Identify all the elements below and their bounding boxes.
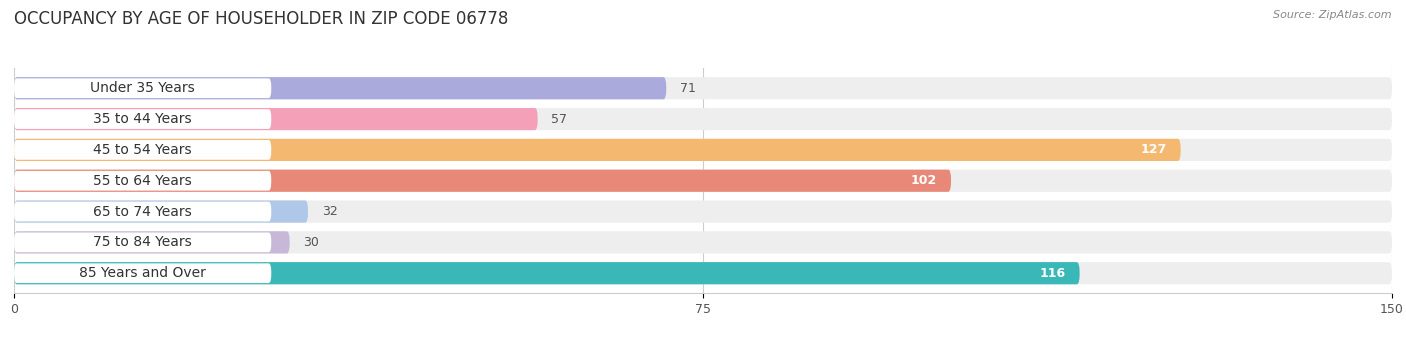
Text: 57: 57	[551, 113, 568, 125]
FancyBboxPatch shape	[14, 169, 950, 192]
FancyBboxPatch shape	[14, 77, 1392, 99]
FancyBboxPatch shape	[14, 139, 1392, 161]
Text: 102: 102	[911, 174, 938, 187]
Text: 127: 127	[1140, 144, 1167, 157]
FancyBboxPatch shape	[14, 262, 1080, 284]
FancyBboxPatch shape	[14, 171, 271, 191]
FancyBboxPatch shape	[14, 201, 308, 223]
FancyBboxPatch shape	[14, 263, 271, 283]
FancyBboxPatch shape	[14, 77, 666, 99]
Text: 71: 71	[681, 82, 696, 95]
Text: 32: 32	[322, 205, 337, 218]
Text: 45 to 54 Years: 45 to 54 Years	[93, 143, 193, 157]
FancyBboxPatch shape	[14, 108, 1392, 130]
FancyBboxPatch shape	[14, 139, 1181, 161]
FancyBboxPatch shape	[14, 231, 290, 253]
FancyBboxPatch shape	[14, 201, 1392, 223]
Text: 116: 116	[1039, 267, 1066, 280]
Text: 65 to 74 Years: 65 to 74 Years	[93, 205, 193, 219]
Text: 85 Years and Over: 85 Years and Over	[79, 266, 207, 280]
FancyBboxPatch shape	[14, 109, 271, 129]
Text: Under 35 Years: Under 35 Years	[90, 81, 195, 95]
FancyBboxPatch shape	[14, 231, 1392, 253]
FancyBboxPatch shape	[14, 262, 1392, 284]
FancyBboxPatch shape	[14, 202, 271, 221]
Text: Source: ZipAtlas.com: Source: ZipAtlas.com	[1274, 10, 1392, 20]
Text: 35 to 44 Years: 35 to 44 Years	[93, 112, 193, 126]
FancyBboxPatch shape	[14, 78, 271, 98]
FancyBboxPatch shape	[14, 108, 537, 130]
Text: OCCUPANCY BY AGE OF HOUSEHOLDER IN ZIP CODE 06778: OCCUPANCY BY AGE OF HOUSEHOLDER IN ZIP C…	[14, 10, 509, 28]
FancyBboxPatch shape	[14, 169, 1392, 192]
FancyBboxPatch shape	[14, 233, 271, 252]
Text: 75 to 84 Years: 75 to 84 Years	[93, 235, 193, 249]
FancyBboxPatch shape	[14, 140, 271, 160]
Text: 30: 30	[304, 236, 319, 249]
Text: 55 to 64 Years: 55 to 64 Years	[93, 174, 193, 188]
